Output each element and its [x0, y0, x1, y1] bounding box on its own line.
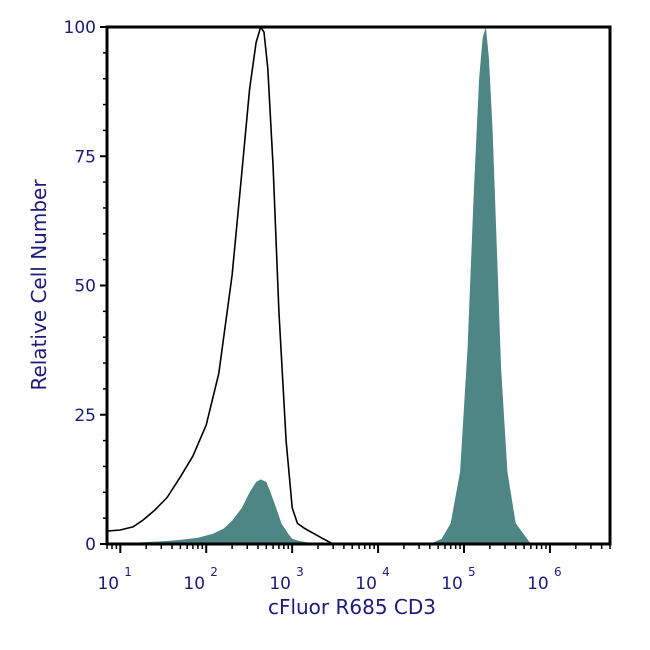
y-tick-label: 50: [74, 277, 96, 297]
x-tick-label-exponent: 1: [124, 565, 132, 579]
x-tick-label-base: 10: [269, 574, 291, 594]
x-tick-label-base: 10: [527, 574, 549, 594]
label-layer: 0 25 50 75 100 10 1 10 2 10 3 10 4 10 5 10 6: [64, 18, 562, 594]
x-tick-label-base: 10: [355, 574, 377, 594]
plot-frame: [105, 25, 612, 546]
x-tick-label-base: 10: [183, 574, 205, 594]
x-tick-label-base: 10: [441, 574, 463, 594]
x-tick-label-exponent: 5: [468, 565, 476, 579]
x-tick-label-exponent: 2: [210, 565, 218, 579]
x-tick-label-base: 10: [97, 574, 119, 594]
y-tick-label: 25: [74, 406, 96, 426]
x-axis-title: cFluor R685 CD3: [268, 595, 436, 619]
series-layer: [106, 26, 610, 545]
x-tick-label-exponent: 3: [296, 565, 304, 579]
y-tick-label: 100: [64, 18, 96, 38]
y-tick-label: 75: [74, 147, 96, 167]
y-tick-label: 0: [85, 535, 96, 555]
y-axis-title: Relative Cell Number: [27, 179, 51, 391]
x-tick-label-exponent: 6: [554, 565, 562, 579]
series-1-filled-area: [107, 27, 610, 544]
x-tick-label-exponent: 4: [382, 565, 390, 579]
series-0-outline: [106, 26, 610, 545]
